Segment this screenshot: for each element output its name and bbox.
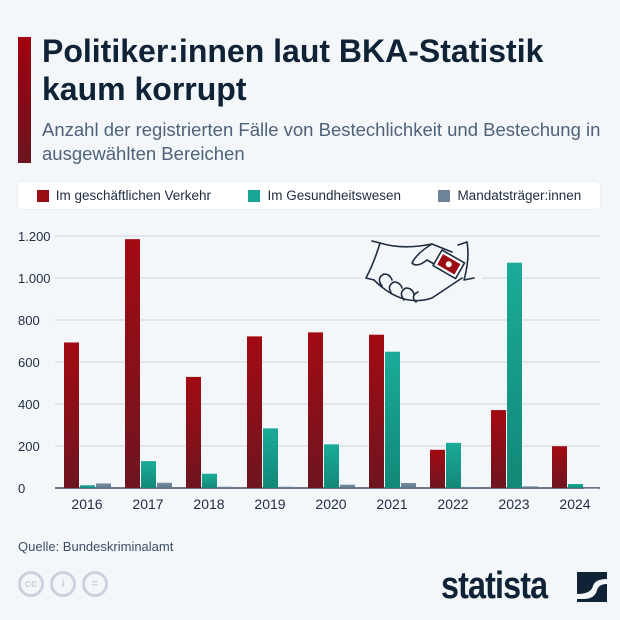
- legend-label: Im geschäftlichen Verkehr: [55, 188, 212, 203]
- brand-wordmark: statista: [441, 565, 548, 607]
- bar-2022-series-1: [446, 442, 461, 488]
- by-icon[interactable]: i: [50, 571, 76, 597]
- y-tick-label: 0: [18, 481, 25, 496]
- page-title: Politiker:innen laut BKA-Statistik kaum …: [42, 33, 544, 107]
- x-tick-label: 2016: [71, 496, 102, 512]
- legend-label: Mandatsträger:innen: [457, 188, 582, 203]
- legend-swatch: [438, 189, 451, 202]
- y-tick-label: 400: [18, 397, 40, 412]
- bar-2017-series-2: [157, 482, 172, 488]
- bar-2016-series-2: [96, 483, 111, 488]
- bar-chart: 0 200 400 600 800 1.000 1.200 2016 2017 2018 2019 2…: [18, 229, 600, 512]
- legend-swatch: [248, 189, 261, 202]
- bar-2020-series-0: [308, 332, 323, 488]
- bar-2021-series-0: [369, 334, 384, 488]
- x-tick-label: 2022: [437, 496, 468, 512]
- legend-item-mandat: Mandatsträger:innen: [438, 188, 581, 203]
- y-tick-label: 600: [18, 355, 40, 370]
- handshake-icon: [362, 238, 482, 310]
- bar-2018-series-2: [218, 486, 233, 488]
- bar-2020-series-2: [340, 484, 355, 488]
- bar-2022-series-2: [462, 486, 477, 488]
- statista-logo[interactable]: statista: [441, 565, 607, 608]
- bar-2024-series-0: [552, 446, 567, 488]
- bar-2016-series-0: [64, 342, 79, 488]
- bar-2024-series-1: [568, 484, 583, 488]
- page-subtitle: Anzahl der registrierten Fälle von Beste…: [42, 119, 601, 164]
- bar-2018-series-1: [202, 473, 217, 488]
- chart-legend: Im geschäftlichen Verkehr Im Gesundheits…: [18, 182, 600, 209]
- bar-2019-series-1: [263, 428, 278, 488]
- bar-2017-series-1: [141, 461, 156, 488]
- bar-2021-series-1: [385, 351, 400, 488]
- bar-2017-series-0: [125, 239, 140, 488]
- bar-2019-series-0: [247, 336, 262, 488]
- x-tick-label: 2019: [254, 496, 285, 512]
- bar-2021-series-2: [401, 482, 416, 488]
- bar-2022-series-0: [430, 449, 445, 488]
- nd-icon[interactable]: =: [82, 571, 108, 597]
- x-tick-label: 2017: [132, 496, 163, 512]
- bar-2023-series-1: [507, 262, 522, 488]
- source-note: Quelle: Bundeskriminalamt: [18, 539, 174, 554]
- x-tick-label: 2024: [559, 496, 590, 512]
- y-tick-label: 800: [18, 313, 40, 328]
- legend-label: Im Gesundheitswesen: [267, 188, 402, 203]
- bar-2020-series-1: [324, 444, 339, 488]
- bar-2024-series-2: [584, 488, 599, 489]
- statista-logo-icon: [577, 571, 607, 602]
- cc-icon[interactable]: cc: [18, 571, 44, 597]
- legend-swatch: [36, 189, 49, 202]
- bar-2023-series-0: [491, 410, 506, 488]
- x-tick-label: 2020: [315, 496, 346, 512]
- y-tick-label: 1.000: [18, 271, 51, 286]
- legend-item-geschaeftlich: Im geschäftlichen Verkehr: [36, 188, 212, 203]
- bar-2019-series-2: [279, 486, 294, 488]
- x-tick-label: 2021: [376, 496, 407, 512]
- bar-2018-series-0: [186, 376, 201, 488]
- bar-2016-series-1: [80, 485, 95, 488]
- x-tick-label: 2018: [193, 496, 224, 512]
- y-tick-label: 1.200: [18, 229, 51, 244]
- bar-2023-series-2: [523, 486, 538, 488]
- y-tick-label: 200: [18, 439, 40, 454]
- legend-item-gesundheit: Im Gesundheitswesen: [248, 188, 401, 203]
- x-tick-label: 2023: [498, 496, 529, 512]
- title-accent-bar: [18, 37, 31, 163]
- license-icons: cc i =: [18, 571, 108, 597]
